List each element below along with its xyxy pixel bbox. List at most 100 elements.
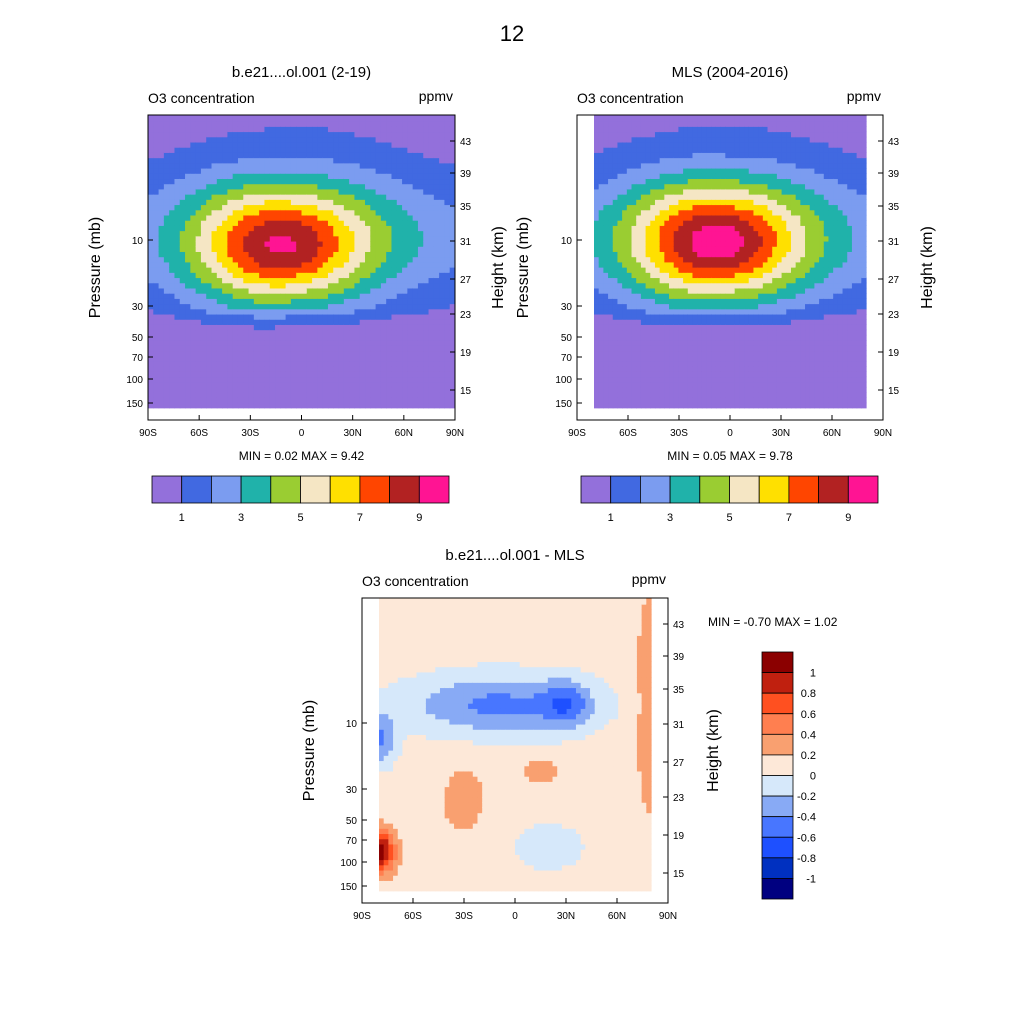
contour-cell xyxy=(174,261,181,268)
contour-cell xyxy=(701,136,708,143)
contour-cell xyxy=(380,141,387,148)
contour-cell xyxy=(206,340,213,346)
contour-cell xyxy=(317,392,324,398)
contour-cell xyxy=(645,345,651,352)
contour-cell xyxy=(706,246,712,252)
contour-cell xyxy=(617,360,623,367)
contour-cell xyxy=(190,324,197,331)
contour-cell xyxy=(354,366,361,372)
contour-cell xyxy=(417,334,424,341)
contour-cell xyxy=(375,178,382,185)
contour-cell xyxy=(715,313,722,320)
contour-cell xyxy=(439,319,446,325)
contour-cell xyxy=(243,214,250,221)
contour-cell xyxy=(617,220,623,226)
contour-cell xyxy=(211,371,218,378)
contour-cell xyxy=(402,204,408,211)
contour-cell xyxy=(185,199,191,206)
contour-cell xyxy=(380,360,387,367)
contour-cell xyxy=(715,381,722,388)
contour-cell xyxy=(375,183,382,190)
contour-cell xyxy=(417,152,424,159)
contour-cell xyxy=(248,199,255,206)
contour-cell xyxy=(190,402,197,409)
contour-cell xyxy=(354,157,361,164)
contour-cell xyxy=(153,131,160,138)
contour-cell xyxy=(222,183,228,190)
contour-cell xyxy=(444,334,451,341)
contour-cell xyxy=(365,183,371,190)
contour-cell xyxy=(216,225,223,232)
contour-cell xyxy=(237,126,244,133)
contour-cell xyxy=(237,319,244,325)
contour-cell xyxy=(333,261,340,268)
contour-cell xyxy=(206,313,213,320)
contour-cell xyxy=(612,115,619,122)
contour-cell xyxy=(163,126,170,133)
contour-cell xyxy=(333,204,340,211)
contour-cell xyxy=(645,147,651,153)
contour-cell xyxy=(359,162,366,169)
contour-cell xyxy=(669,152,675,159)
contour-cell xyxy=(444,105,450,111)
contour-cell xyxy=(407,392,414,398)
contour-cell xyxy=(645,173,651,180)
contour-cell xyxy=(444,308,451,315)
contour-cell xyxy=(237,220,244,226)
contour-cell xyxy=(673,209,680,216)
contour-cell xyxy=(354,115,361,117)
contour-cell xyxy=(617,313,623,320)
contour-cell xyxy=(659,141,665,148)
contour-cell xyxy=(391,360,398,367)
contour-cell xyxy=(608,371,614,378)
contour-cell xyxy=(428,366,435,372)
contour-cell xyxy=(433,126,440,133)
contour-cell xyxy=(248,141,255,148)
contour-cell xyxy=(407,313,414,320)
contour-cell xyxy=(640,376,647,383)
contour-cell xyxy=(687,360,694,367)
contour-cell xyxy=(697,397,703,404)
contour-cell xyxy=(222,308,228,315)
contour-cell xyxy=(158,194,165,200)
contour-cell xyxy=(417,376,424,383)
contour-cell xyxy=(622,194,628,200)
contour-cell xyxy=(264,188,271,195)
contour-cell xyxy=(636,376,642,383)
contour-cell xyxy=(594,360,600,367)
contour-cell xyxy=(636,147,642,153)
contour-cell xyxy=(433,220,440,226)
contour-cell xyxy=(697,173,703,180)
contour-cell xyxy=(626,162,633,169)
contour-cell xyxy=(174,121,181,127)
contour-cell xyxy=(312,240,318,247)
contour-cell xyxy=(327,162,334,169)
contour-cell xyxy=(354,308,361,315)
contour-cell xyxy=(365,355,371,362)
contour-cell xyxy=(290,355,297,362)
contour-cell xyxy=(375,313,382,320)
contour-cell xyxy=(687,199,694,206)
contour-cell xyxy=(327,277,334,284)
contour-cell xyxy=(654,204,661,211)
contour-cell xyxy=(631,230,637,237)
contour-cell xyxy=(179,214,186,221)
contour-cell xyxy=(174,282,181,289)
contour-cell xyxy=(701,188,708,195)
contour-cell xyxy=(407,162,414,169)
contour-cell xyxy=(148,381,154,388)
contour-cell xyxy=(237,141,244,148)
contour-cell xyxy=(370,131,377,138)
contour-cell xyxy=(650,194,656,200)
contour-cell xyxy=(296,121,303,127)
contour-cell xyxy=(396,303,403,310)
contour-cell xyxy=(190,350,197,357)
contour-cell xyxy=(617,381,623,388)
contour-cell xyxy=(631,251,637,258)
contour-cell xyxy=(412,376,419,383)
contour-cell xyxy=(169,381,176,388)
contour-cell xyxy=(654,115,661,117)
contour-cell xyxy=(174,136,181,143)
contour-cell xyxy=(190,360,197,367)
contour-cell xyxy=(692,220,698,226)
